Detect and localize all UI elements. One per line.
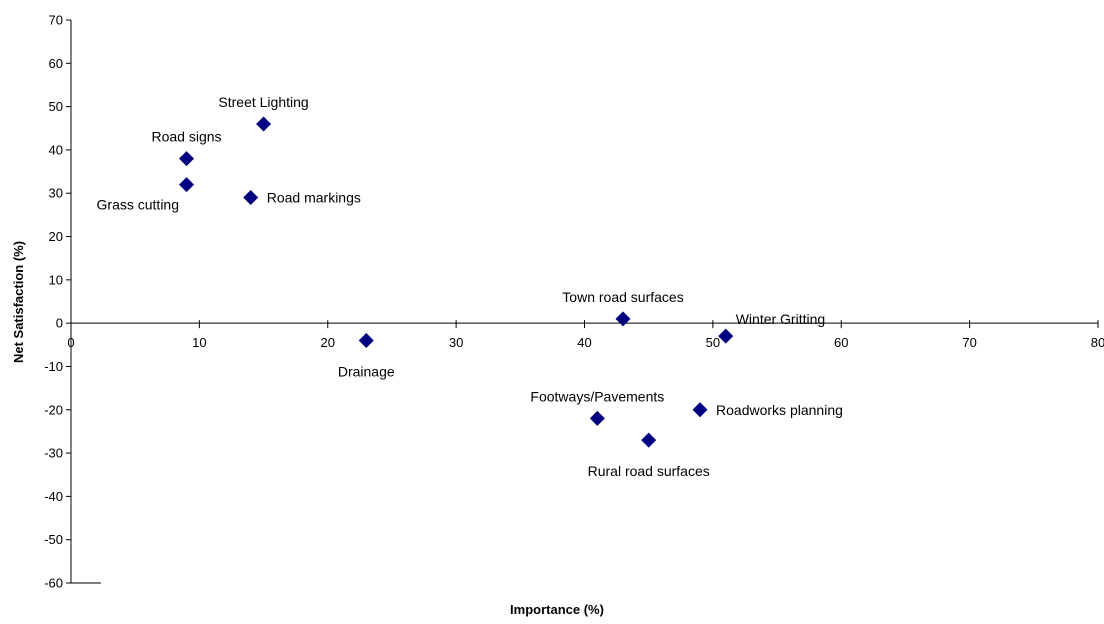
y-axis-title: Net Satisfaction (%) [11,241,26,363]
y-tick-label: 60 [49,56,63,71]
data-point [179,151,195,167]
data-point [692,402,708,418]
point-label: Drainage [338,363,395,379]
y-tick-label: -40 [44,489,63,504]
y-tick-label: -60 [44,576,63,591]
x-tick-label: 30 [449,335,463,350]
point-label: Road signs [152,129,222,145]
y-tick-label: -50 [44,532,63,547]
y-tick-label: 10 [49,272,63,287]
x-tick-label: 20 [321,335,335,350]
x-tick-label: 0 [67,335,74,350]
y-tick-label: 0 [56,316,63,331]
point-label: Roadworks planning [716,402,843,418]
y-tick-label: 70 [49,13,63,28]
data-point [243,190,259,206]
point-label: Town road surfaces [562,289,683,305]
x-tick-label: 40 [577,335,591,350]
x-tick-label: 60 [834,335,848,350]
point-label: Street Lighting [218,94,308,110]
y-tick-label: 50 [49,99,63,114]
ticks-layer: 70 60 50 40 30 20 10 0 -10 -20 -30 -40 -50 -60 0 10 20 30… [44,13,1104,591]
point-label: Footways/Pavements [530,388,664,404]
y-tick-label: 40 [49,142,63,157]
data-point [615,311,631,327]
y-tick-label: -30 [44,446,63,461]
data-point [641,432,657,448]
x-tick-label: 50 [706,335,720,350]
data-point [179,177,195,193]
points-layer [179,116,734,448]
y-tick-label: 30 [49,186,63,201]
y-tick-label: 20 [49,229,63,244]
data-point [358,332,374,348]
data-point [256,116,272,132]
x-tick-label: 10 [192,335,206,350]
x-tick-label: 70 [962,335,976,350]
point-label: Winter Gritting [736,311,825,327]
point-label: Road markings [267,190,361,206]
labels-layer: Street Lighting Road signs Grass cutting Ro… [97,94,843,479]
point-label: Grass cutting [97,197,179,213]
point-label: Rural road surfaces [588,463,710,479]
x-axis-title: Importance (%) [510,602,604,617]
y-tick-label: -10 [44,359,63,374]
x-tick-label: 80 [1091,335,1104,350]
data-point [718,328,734,344]
data-point [589,410,605,426]
y-tick-label: -20 [44,402,63,417]
